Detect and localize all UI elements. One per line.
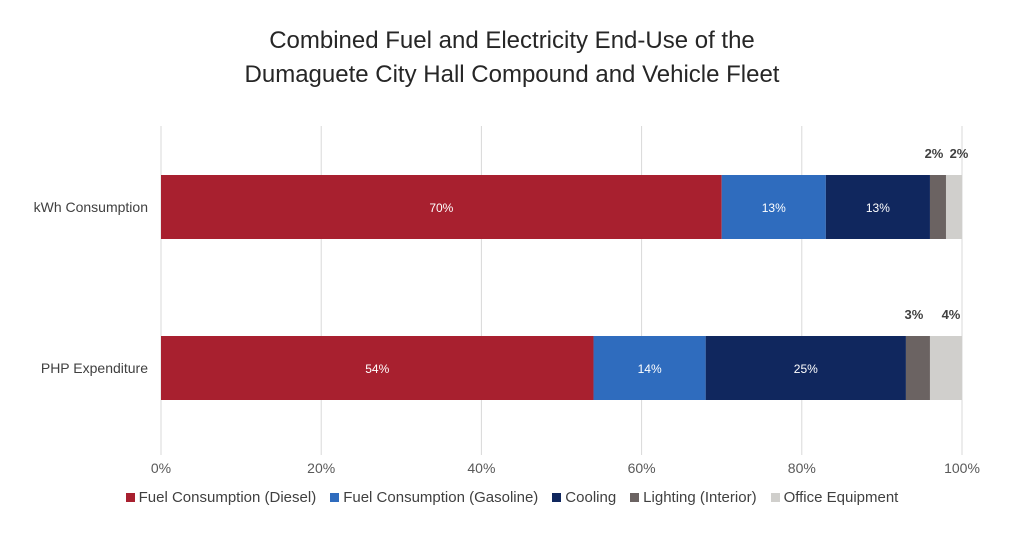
legend-item-1: Fuel Consumption (Gasoline) xyxy=(330,489,538,506)
data-label-1-2: 25% xyxy=(794,362,818,376)
bar-0-2 xyxy=(825,175,930,239)
chart-title-line-1: Combined Fuel and Electricity End-Use of… xyxy=(269,27,755,54)
legend-item-4: Office Equipment xyxy=(770,489,899,506)
bar-chart: 70% 13% 13% 2% 2% 54% 14% 25% 3% 4% kWh Consumpti… xyxy=(34,126,980,476)
category-label-0: kWh Consumption xyxy=(34,199,148,215)
legend-label-1: Fuel Consumption (Gasoline) xyxy=(343,489,539,506)
bar-0-4 xyxy=(945,175,962,239)
bar-1-0 xyxy=(161,336,594,400)
legend-label-2: Cooling xyxy=(565,489,617,506)
legend-item-0: Fuel Consumption (Diesel) xyxy=(125,489,317,506)
chart-title: Combined Fuel and Electricity End-Use of… xyxy=(0,24,1024,92)
legend-swatch-4 xyxy=(770,493,780,502)
data-label-0-4: 2% xyxy=(950,146,969,161)
bar-1-1 xyxy=(593,336,706,400)
data-labels: 70% 13% 13% 2% 2% 54% 14% 25% 3% 4% xyxy=(365,146,969,376)
x-tick-label-4: 80% xyxy=(788,460,816,476)
bars xyxy=(161,175,962,400)
x-tick-label-2: 40% xyxy=(467,460,495,476)
bar-0-0 xyxy=(161,175,722,239)
data-label-1-1: 14% xyxy=(638,362,662,376)
bar-1-2 xyxy=(705,336,906,400)
category-labels: kWh Consumption PHP Expenditure xyxy=(34,199,149,376)
data-label-0-0: 70% xyxy=(429,201,453,215)
data-label-1-4: 4% xyxy=(942,307,961,322)
data-label-0-2: 13% xyxy=(866,201,890,215)
legend-swatch-2 xyxy=(552,493,562,502)
bar-1-4 xyxy=(929,336,962,400)
legend-label-4: Office Equipment xyxy=(783,489,899,506)
x-tick-label-3: 60% xyxy=(628,460,656,476)
x-tick-label-1: 20% xyxy=(307,460,335,476)
legend: Fuel Consumption (Diesel) Fuel Consumptio… xyxy=(0,489,1024,506)
legend-swatch-1 xyxy=(330,493,340,502)
legend-swatch-0 xyxy=(125,493,135,502)
data-label-1-0: 54% xyxy=(365,362,389,376)
x-tick-label-5: 100% xyxy=(944,460,980,476)
x-tick-labels: 0% 20% 40% 60% 80% 100% xyxy=(151,460,980,476)
bar-1-3 xyxy=(905,336,930,400)
legend-item-3: Lighting (Interior) xyxy=(630,489,757,506)
legend-label-3: Lighting (Interior) xyxy=(643,489,757,506)
category-label-1: PHP Expenditure xyxy=(41,360,148,376)
chart-title-line-2: Dumaguete City Hall Compound and Vehicle… xyxy=(244,61,780,88)
data-label-0-3: 2% xyxy=(925,146,944,161)
x-tick-label-0: 0% xyxy=(151,460,171,476)
data-label-1-3: 3% xyxy=(905,307,924,322)
data-label-0-1: 13% xyxy=(762,201,786,215)
legend-item-2: Cooling xyxy=(552,489,616,506)
bar-0-3 xyxy=(929,175,946,239)
legend-label-0: Fuel Consumption (Diesel) xyxy=(138,489,317,506)
bar-0-1 xyxy=(721,175,826,239)
legend-swatch-3 xyxy=(630,493,640,502)
